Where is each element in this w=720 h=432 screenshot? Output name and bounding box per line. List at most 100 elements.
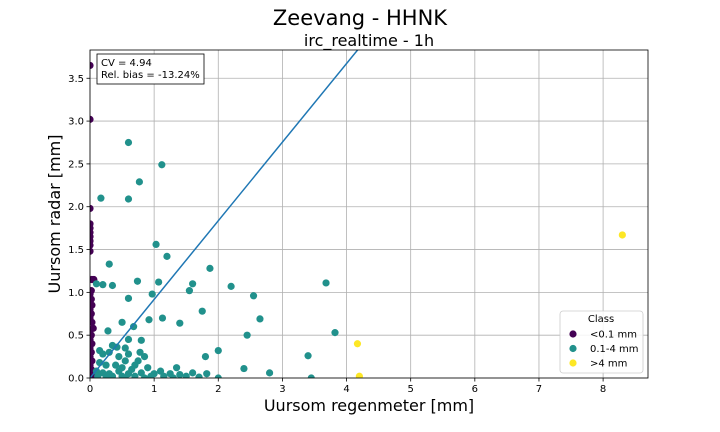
data-point (99, 281, 107, 289)
data-point (115, 352, 123, 361)
annotation-cv: CV = 4.94 (101, 58, 152, 69)
data-point (97, 194, 105, 202)
data-point (185, 287, 194, 295)
data-point (355, 372, 363, 378)
annotation-box (96, 53, 205, 85)
data-point (133, 277, 142, 285)
data-point (201, 352, 210, 361)
legend-box (559, 310, 644, 374)
data-point (108, 281, 117, 290)
data-point (214, 374, 222, 378)
x-tick-label: 0 (87, 384, 93, 395)
data-point (131, 372, 139, 378)
data-point (105, 348, 113, 356)
data-point (322, 279, 330, 287)
data-point (331, 329, 339, 337)
y-tick-label: 0.0 (68, 374, 84, 385)
y-axis-label: Uursom radar [mm] (45, 135, 64, 294)
data-point (156, 367, 165, 375)
x-tick-label: 5 (408, 384, 414, 395)
data-point (124, 335, 133, 344)
data-point (135, 178, 143, 186)
y-tick-label: 1.0 (68, 288, 84, 299)
x-tick-label: 4 (343, 384, 349, 395)
data-point (131, 361, 139, 369)
data-point (227, 282, 235, 290)
data-point (102, 374, 110, 378)
y-tick-label: 2.0 (68, 202, 84, 213)
data-point (182, 372, 190, 378)
data-point (307, 374, 315, 378)
plot-frame (89, 49, 649, 379)
data-point (124, 294, 133, 302)
data-point (124, 138, 133, 147)
stats-annotation: CV = 4.94 Rel. bias = -13.24% (96, 53, 205, 85)
legend-marker (569, 344, 577, 353)
data-point (90, 61, 94, 70)
data-point (353, 340, 362, 348)
data-point (203, 370, 211, 378)
legend-entry: <0.1 mm (590, 330, 637, 341)
chart-title: Zeevang - HHNK (273, 6, 448, 30)
y-tick-label: 0.5 (68, 331, 84, 342)
data-point (130, 323, 138, 331)
data-point (124, 350, 133, 358)
legend-marker (569, 330, 577, 338)
data-point (265, 369, 274, 377)
data-point (148, 290, 156, 298)
data-points (90, 61, 626, 378)
data-point (121, 344, 129, 352)
data-point (104, 327, 112, 335)
data-point (108, 372, 117, 378)
data-point (256, 315, 264, 323)
data-point (155, 278, 163, 286)
data-point (112, 361, 120, 369)
data-point (99, 369, 107, 377)
legend: Class <0.1 mm 0.1-4 mm >4 mm (559, 310, 644, 374)
data-point (243, 331, 251, 339)
data-point (176, 370, 184, 378)
x-tick-label: 7 (536, 384, 542, 395)
data-point (214, 346, 222, 355)
regression-line (90, 50, 359, 378)
data-point (172, 364, 181, 372)
data-point (140, 352, 149, 361)
data-point (618, 231, 626, 239)
data-point (136, 348, 144, 356)
annotation-bias: Rel. bias = -13.24% (101, 70, 200, 81)
data-point (147, 372, 155, 378)
grid-lines (89, 50, 648, 379)
data-point (99, 350, 107, 358)
chart-subtitle: irc_realtime - 1h (304, 31, 434, 51)
y-tick-label: 1.5 (68, 245, 84, 256)
data-point (137, 369, 145, 377)
data-point (240, 364, 248, 373)
y-axis-ticks: 0.0 0.5 1.0 1.5 2.0 2.5 3.0 3.5 (68, 74, 90, 385)
x-axis-ticks: 0 1 2 3 4 5 6 7 8 (87, 378, 606, 395)
legend-entry: 0.1-4 mm (590, 344, 639, 355)
data-point (198, 307, 206, 315)
data-point (105, 260, 113, 268)
data-point (206, 264, 214, 272)
y-tick-label: 3.5 (68, 74, 84, 85)
data-point (121, 357, 129, 365)
legend-marker (569, 359, 577, 367)
y-tick-label: 2.5 (68, 159, 84, 170)
data-point (144, 364, 152, 372)
data-point (90, 241, 94, 249)
data-point (90, 318, 96, 326)
data-point (102, 361, 110, 369)
x-tick-label: 1 (151, 384, 157, 395)
data-point (90, 247, 94, 255)
x-tick-label: 6 (472, 384, 478, 395)
data-point (304, 352, 312, 360)
data-point (152, 240, 160, 249)
data-point (137, 336, 145, 344)
x-tick-label: 2 (215, 384, 221, 395)
data-point (249, 292, 258, 300)
data-point (158, 314, 167, 322)
data-point (158, 161, 166, 169)
data-point (160, 372, 168, 378)
x-axis-label: Uursom regenmeter [mm] (264, 396, 474, 415)
